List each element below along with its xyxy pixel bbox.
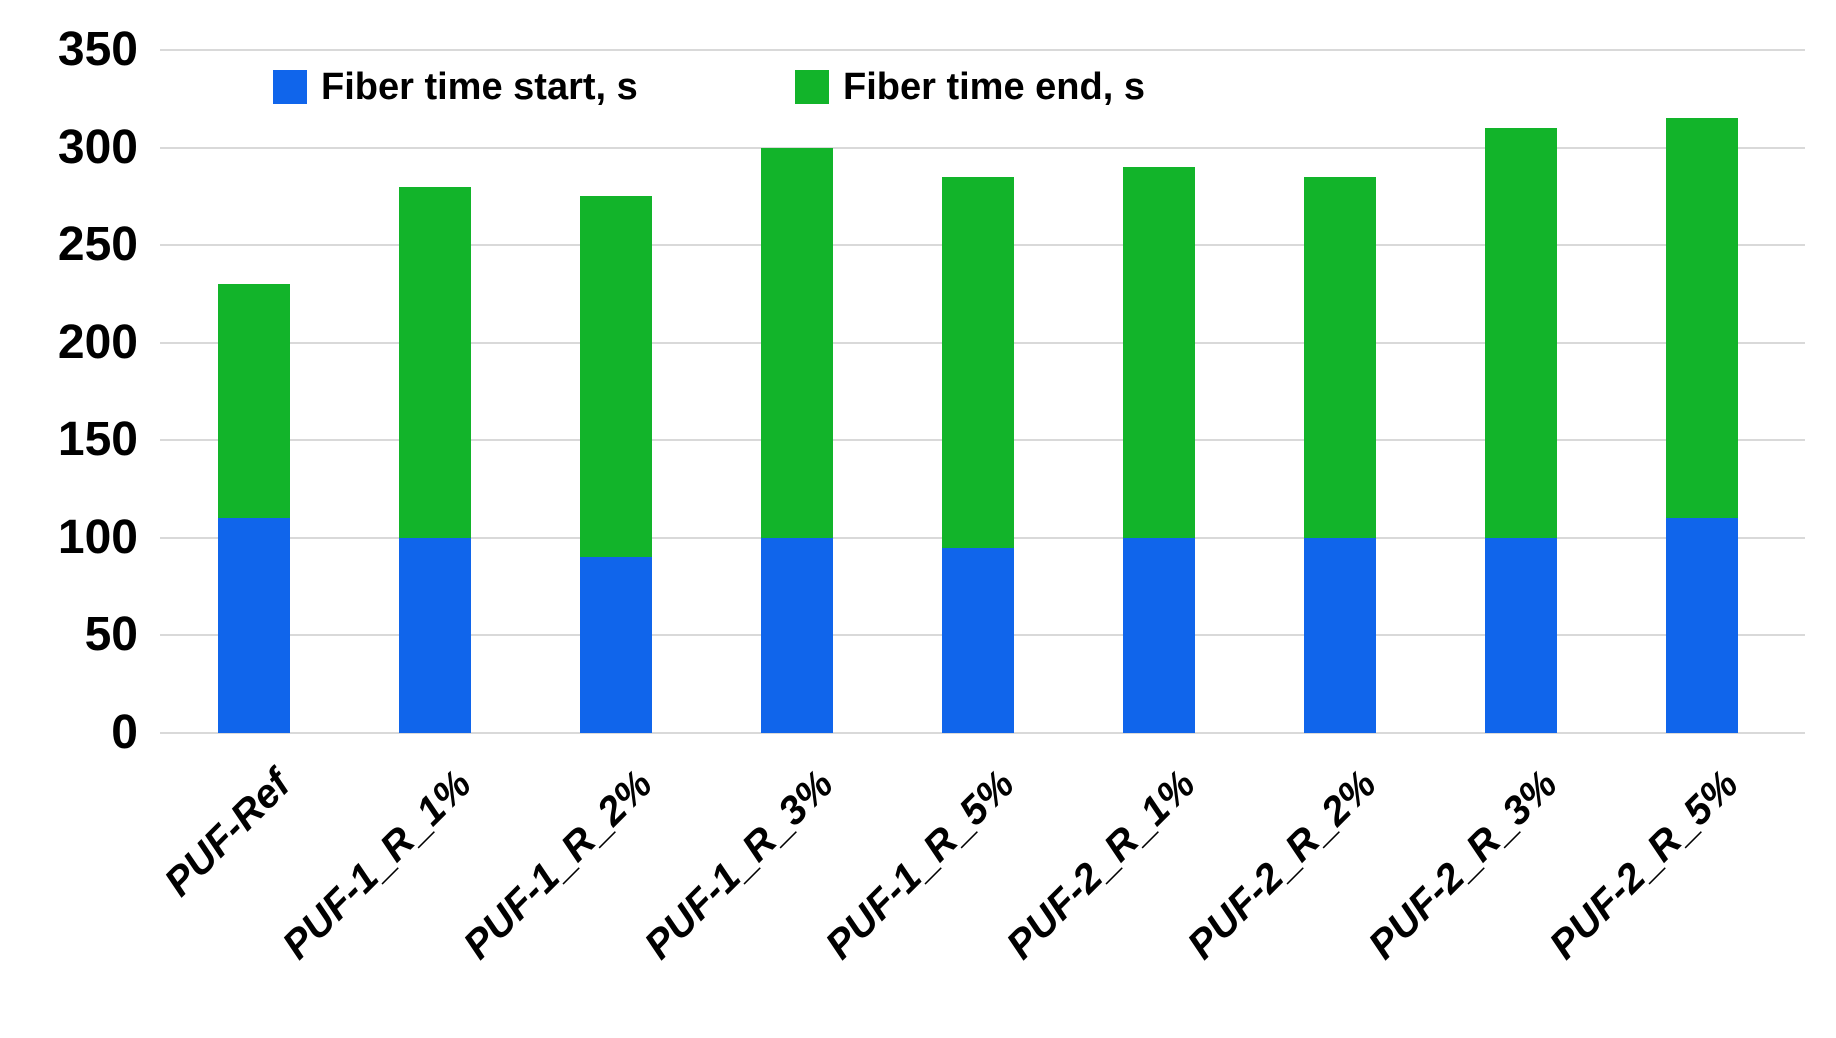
bar-start-PUF-Ref: [218, 518, 290, 733]
bar-start-PUF-2_R_3%: [1485, 537, 1557, 733]
y-axis-tick-label-50: 50: [84, 608, 138, 662]
y-axis-tick-label-150: 150: [57, 413, 138, 467]
bar-start-PUF-1_R_3%: [761, 537, 833, 733]
gridline-0: [160, 732, 1805, 734]
bar-start-PUF-2_R_1%: [1123, 537, 1195, 733]
legend-item-fiber-time-start: Fiber time start, s: [273, 66, 638, 108]
legend-label-start: Fiber time start, s: [321, 66, 638, 108]
y-axis-tick-label-200: 200: [57, 315, 138, 369]
legend-swatch-end: [795, 70, 829, 104]
gridline-350: [160, 49, 1805, 51]
bar-start-PUF-2_R_5%: [1666, 518, 1738, 733]
legend-label-end: Fiber time end, s: [843, 66, 1145, 108]
y-axis-tick-label-300: 300: [57, 120, 138, 174]
legend-item-fiber-time-end: Fiber time end, s: [795, 66, 1145, 108]
legend-swatch-start: [273, 70, 307, 104]
y-axis-tick-label-100: 100: [57, 510, 138, 564]
bar-start-PUF-1_R_1%: [399, 537, 471, 733]
plot-area: [160, 49, 1805, 734]
gridline-300: [160, 146, 1805, 149]
y-axis-tick-label-250: 250: [57, 218, 138, 272]
y-axis-tick-label-0: 0: [111, 706, 138, 759]
y-axis-tick-label-350: 350: [57, 23, 138, 76]
bar-start-PUF-1_R_5%: [942, 547, 1014, 733]
bar-start-PUF-2_R_2%: [1304, 537, 1376, 733]
bar-start-PUF-1_R_2%: [580, 557, 652, 733]
